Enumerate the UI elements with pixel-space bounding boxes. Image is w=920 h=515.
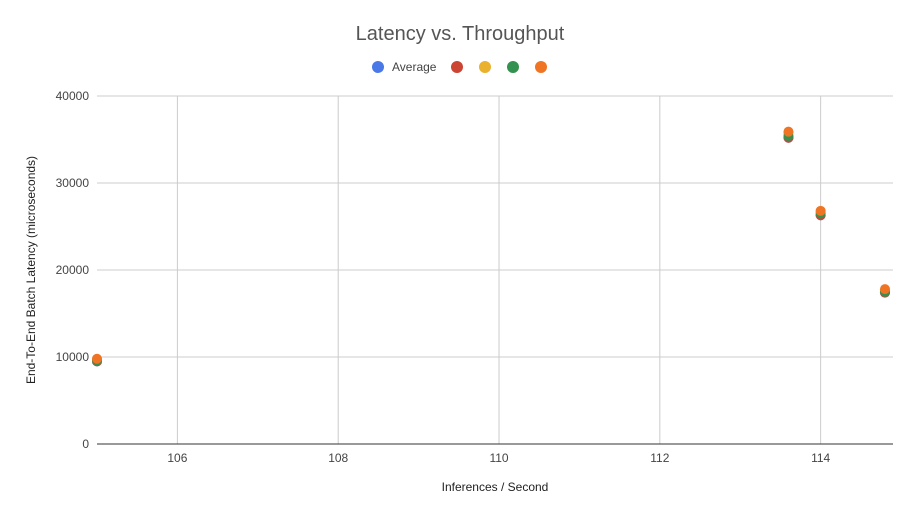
legend-marker-series-4 <box>535 61 547 73</box>
x-tick-label: 108 <box>328 451 348 465</box>
legend-marker-series-0 <box>372 61 384 73</box>
legend-label: Average <box>392 60 437 74</box>
chart-title: Latency vs. Throughput <box>356 23 565 45</box>
data-point-series-4 <box>783 126 794 137</box>
data-point-series-4 <box>92 353 102 364</box>
legend: Average <box>372 60 547 74</box>
x-tick-label: 114 <box>811 451 830 465</box>
y-axis-ticks: 0 10000 20000 30000 40000 <box>56 89 90 451</box>
data-point-series-4 <box>815 205 826 216</box>
y-axis-title: End-To-End Batch Latency (microseconds) <box>24 156 38 384</box>
x-tick-label: 112 <box>650 451 669 465</box>
y-tick-label: 20000 <box>56 263 90 277</box>
y-tick-label: 0 <box>82 437 89 451</box>
x-axis-ticks: 106 108 110 112 114 <box>167 451 830 465</box>
legend-marker-series-1 <box>451 61 463 73</box>
y-tick-label: 10000 <box>56 350 90 364</box>
legend-marker-series-3 <box>507 61 519 73</box>
data-point-series-4 <box>879 284 890 295</box>
y-tick-label: 40000 <box>56 89 90 103</box>
y-tick-label: 30000 <box>56 176 90 190</box>
grid <box>97 95 893 444</box>
x-tick-label: 110 <box>489 451 508 465</box>
data-points <box>92 126 890 367</box>
x-axis-title: Inferences / Second <box>442 480 549 494</box>
x-tick-label: 106 <box>167 451 187 465</box>
legend-marker-series-2 <box>479 61 491 73</box>
